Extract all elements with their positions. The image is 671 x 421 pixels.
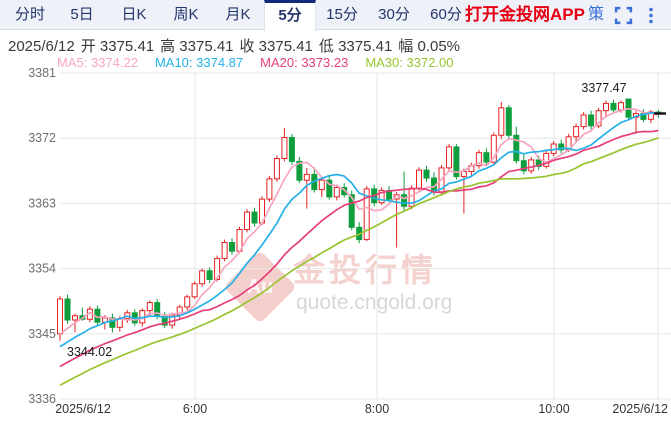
more-options-icon[interactable] — [648, 6, 654, 30]
strategy-link[interactable]: 策 — [588, 6, 605, 23]
tab-15分[interactable]: 15分 — [326, 6, 358, 23]
tab-分时[interactable]: 分时 — [14, 6, 45, 23]
svg-text:2025/6/12: 2025/6/12 — [55, 402, 111, 416]
info-part: 高 3375.41 — [160, 38, 234, 55]
svg-text:3344.02: 3344.02 — [67, 345, 112, 359]
svg-text:3377.47: 3377.47 — [581, 81, 626, 95]
tab-5分[interactable]: 5分 — [264, 0, 316, 31]
svg-text:3381: 3381 — [28, 66, 56, 80]
svg-text:3363: 3363 — [28, 196, 56, 210]
ma-legend-item: MA30: 3372.00 — [365, 55, 454, 70]
watermark-au-icon: Au — [246, 275, 274, 298]
fullscreen-icon[interactable] — [614, 6, 633, 30]
ma-legend-item: MA5: 3374.22 — [57, 55, 138, 70]
svg-text:2025/6/12: 2025/6/12 — [612, 402, 668, 416]
info-part: 2025/6/12 — [8, 38, 75, 55]
tab-月K[interactable]: 月K — [225, 6, 251, 23]
ma-legend-item: MA20: 3373.23 — [260, 55, 349, 70]
info-part: 低 3375.41 — [318, 38, 393, 55]
info-part: 开 3375.41 — [80, 38, 155, 55]
watermark-url-text: quote.cngold.org — [296, 291, 453, 314]
info-part: 收 3375.41 — [239, 38, 313, 55]
period-tabbar: 分时 5日 日K 周K 月K 5分 15分 30分 60分 打开金投网APP 策 — [0, 0, 671, 31]
svg-text:6:00: 6:00 — [183, 402, 207, 416]
svg-text:3372: 3372 — [28, 131, 56, 145]
tab-60分[interactable]: 60分 — [430, 6, 462, 23]
open-app-link[interactable]: 打开金投网APP — [465, 5, 585, 24]
svg-text:10:00: 10:00 — [538, 402, 569, 416]
tab-5日[interactable]: 5日 — [70, 6, 94, 23]
tab-日K[interactable]: 日K — [121, 6, 147, 23]
tab-30分[interactable]: 30分 — [378, 6, 410, 23]
svg-text:3354: 3354 — [28, 262, 56, 276]
watermark-brand-text: 金投行情 — [293, 252, 438, 288]
info-part: 幅 0.05% — [398, 38, 460, 55]
tab-周K[interactable]: 周K — [173, 6, 199, 23]
ma-legend-item: MA10: 3374.87 — [154, 55, 244, 70]
svg-text:3336: 3336 — [28, 392, 56, 406]
svg-text:3345: 3345 — [28, 327, 56, 341]
ohlc-info-row: 2025/6/12 开 3375.41 高 3375.41 收 3375.41 低 33… — [8, 35, 466, 56]
ma-legend-row: MA5: 3374.22 MA10: 3374.87 MA20: 3373.23 MA… — [57, 55, 471, 70]
svg-text:8:00: 8:00 — [365, 402, 389, 416]
